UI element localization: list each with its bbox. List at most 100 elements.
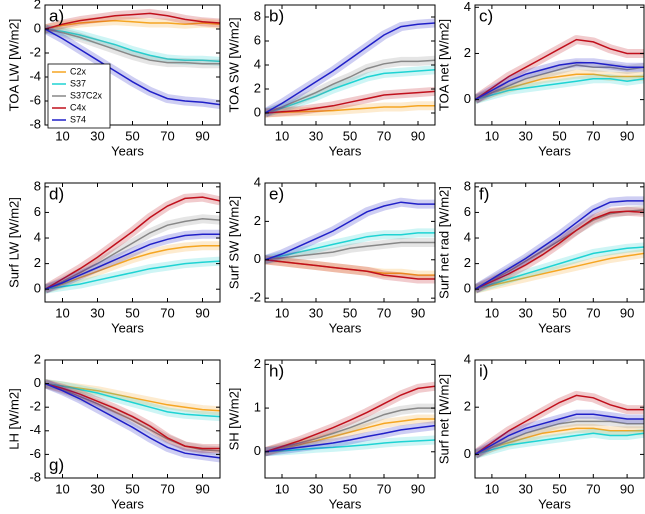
panel-label: g) (49, 455, 64, 474)
series-line (45, 382, 220, 412)
plot-area (265, 18, 435, 118)
y-tick-label: -8 (29, 469, 41, 484)
panel: 0 2 4 10 30 50 70 90 Years Surf net [W/m2] i) (436, 351, 645, 511)
y-tick-label: 4 (464, 351, 471, 366)
y-tick-label: 4 (254, 174, 261, 189)
x-tick-label: 30 (309, 481, 323, 496)
panel: 0 1 2 10 30 50 70 90 Years SH [W/m2] h) (226, 356, 436, 511)
panel-label: i) (479, 361, 488, 380)
x-tick-label: 70 (377, 305, 391, 320)
plot-area (265, 197, 435, 284)
y-tick-label: 4 (464, 0, 471, 14)
plot-area (45, 379, 220, 463)
y-axis-label: Surf LW [W/m2] (6, 197, 21, 288)
series-line (45, 19, 220, 30)
x-axis-label: Years (329, 143, 362, 158)
y-tick-label: 8 (254, 8, 261, 23)
x-tick-label: 10 (55, 481, 69, 496)
x-tick-label: 30 (90, 481, 104, 496)
y-tick-label: 4 (254, 56, 261, 71)
y-tick-label: 2 (34, 351, 41, 366)
x-tick-label: 90 (195, 305, 209, 320)
series-line (265, 232, 435, 261)
series-line (475, 420, 644, 456)
x-tick-label: 30 (518, 128, 532, 143)
x-tick-label: 10 (275, 481, 289, 496)
y-tick-label: 0 (34, 20, 41, 35)
x-axis-label: Years (538, 496, 571, 511)
y-axis-label: TOA LW [W/m2] (6, 19, 21, 112)
x-tick-label: 50 (343, 305, 357, 320)
x-axis-label: Years (111, 496, 144, 511)
series-line (265, 59, 435, 114)
x-tick-label: 10 (485, 128, 499, 143)
plot-area (475, 390, 644, 459)
panel: -2 0 2 4 10 30 50 70 90 Years Surf SW [W/m2] e) (226, 174, 436, 335)
y-tick-label: 4 (34, 229, 41, 244)
x-tick-label: 50 (125, 305, 139, 320)
series-line (475, 38, 644, 101)
panel-label: a) (49, 6, 64, 25)
x-axis-label: Years (329, 496, 362, 511)
series-line (45, 260, 220, 290)
panel-label: h) (269, 361, 284, 380)
y-tick-label: 2 (254, 356, 261, 371)
series-line (45, 382, 220, 459)
legend-label: S74 (70, 114, 86, 124)
y-axis-label: SH [W/m2] (226, 388, 241, 451)
y-tick-label: 0 (254, 251, 261, 266)
series-line (475, 432, 644, 456)
spread-band (475, 242, 644, 294)
series-line (475, 73, 644, 101)
y-axis-label: LH [W/m2] (6, 388, 21, 449)
x-tick-label: 90 (195, 128, 209, 143)
series-line (45, 382, 220, 450)
y-tick-label: 8 (34, 178, 41, 193)
panel-label: b) (269, 6, 284, 25)
x-tick-label: 90 (411, 305, 425, 320)
x-tick-label: 30 (518, 481, 532, 496)
series-line (475, 252, 644, 290)
y-tick-label: -4 (29, 68, 41, 83)
x-tick-label: 30 (309, 305, 323, 320)
series-line (265, 385, 435, 453)
y-tick-label: -2 (29, 44, 41, 59)
series-line (45, 382, 220, 418)
x-tick-label: 70 (586, 128, 600, 143)
panel: 0 2 4 6 8 10 30 50 70 90 Years Surf LW [W/m2] d) (6, 178, 221, 335)
y-tick-label: 0 (464, 91, 471, 106)
series-line (265, 424, 435, 453)
x-axis-label: Years (538, 143, 571, 158)
y-tick-label: -2 (29, 399, 41, 414)
y-tick-label: 2 (464, 45, 471, 60)
x-tick-label: 10 (55, 128, 69, 143)
legend-label: S37C2x (70, 90, 103, 100)
y-tick-label: -2 (249, 290, 261, 305)
series-line (45, 28, 220, 65)
y-tick-label: 0 (464, 446, 471, 461)
x-tick-label: 70 (160, 305, 174, 320)
panel: -8 -6 -4 -2 0 2 10 30 50 70 90 Years LH [W/m2] g) (6, 351, 221, 511)
x-tick-label: 10 (485, 305, 499, 320)
x-tick-label: 90 (620, 481, 634, 496)
series-line (475, 413, 644, 456)
y-tick-label: 0 (254, 443, 261, 458)
panel: 0 2 4 10 30 50 70 90 Years TOA net [W/m2] c) (436, 0, 645, 158)
series-line (475, 246, 644, 290)
series-line (265, 201, 435, 261)
y-tick-label: -6 (29, 446, 41, 461)
series-line (45, 244, 220, 290)
y-axis-label: TOA net [W/m2] (436, 19, 451, 111)
x-axis-label: Years (111, 143, 144, 158)
series-line (265, 90, 435, 114)
legend-label: S37 (70, 78, 86, 88)
y-tick-label: 0 (34, 281, 41, 296)
x-tick-label: 50 (552, 305, 566, 320)
y-tick-label: -8 (29, 116, 41, 131)
x-tick-label: 50 (552, 481, 566, 496)
series-line (265, 418, 435, 453)
x-tick-label: 70 (586, 481, 600, 496)
x-axis-label: Years (538, 320, 571, 335)
y-tick-label: -6 (29, 92, 41, 107)
